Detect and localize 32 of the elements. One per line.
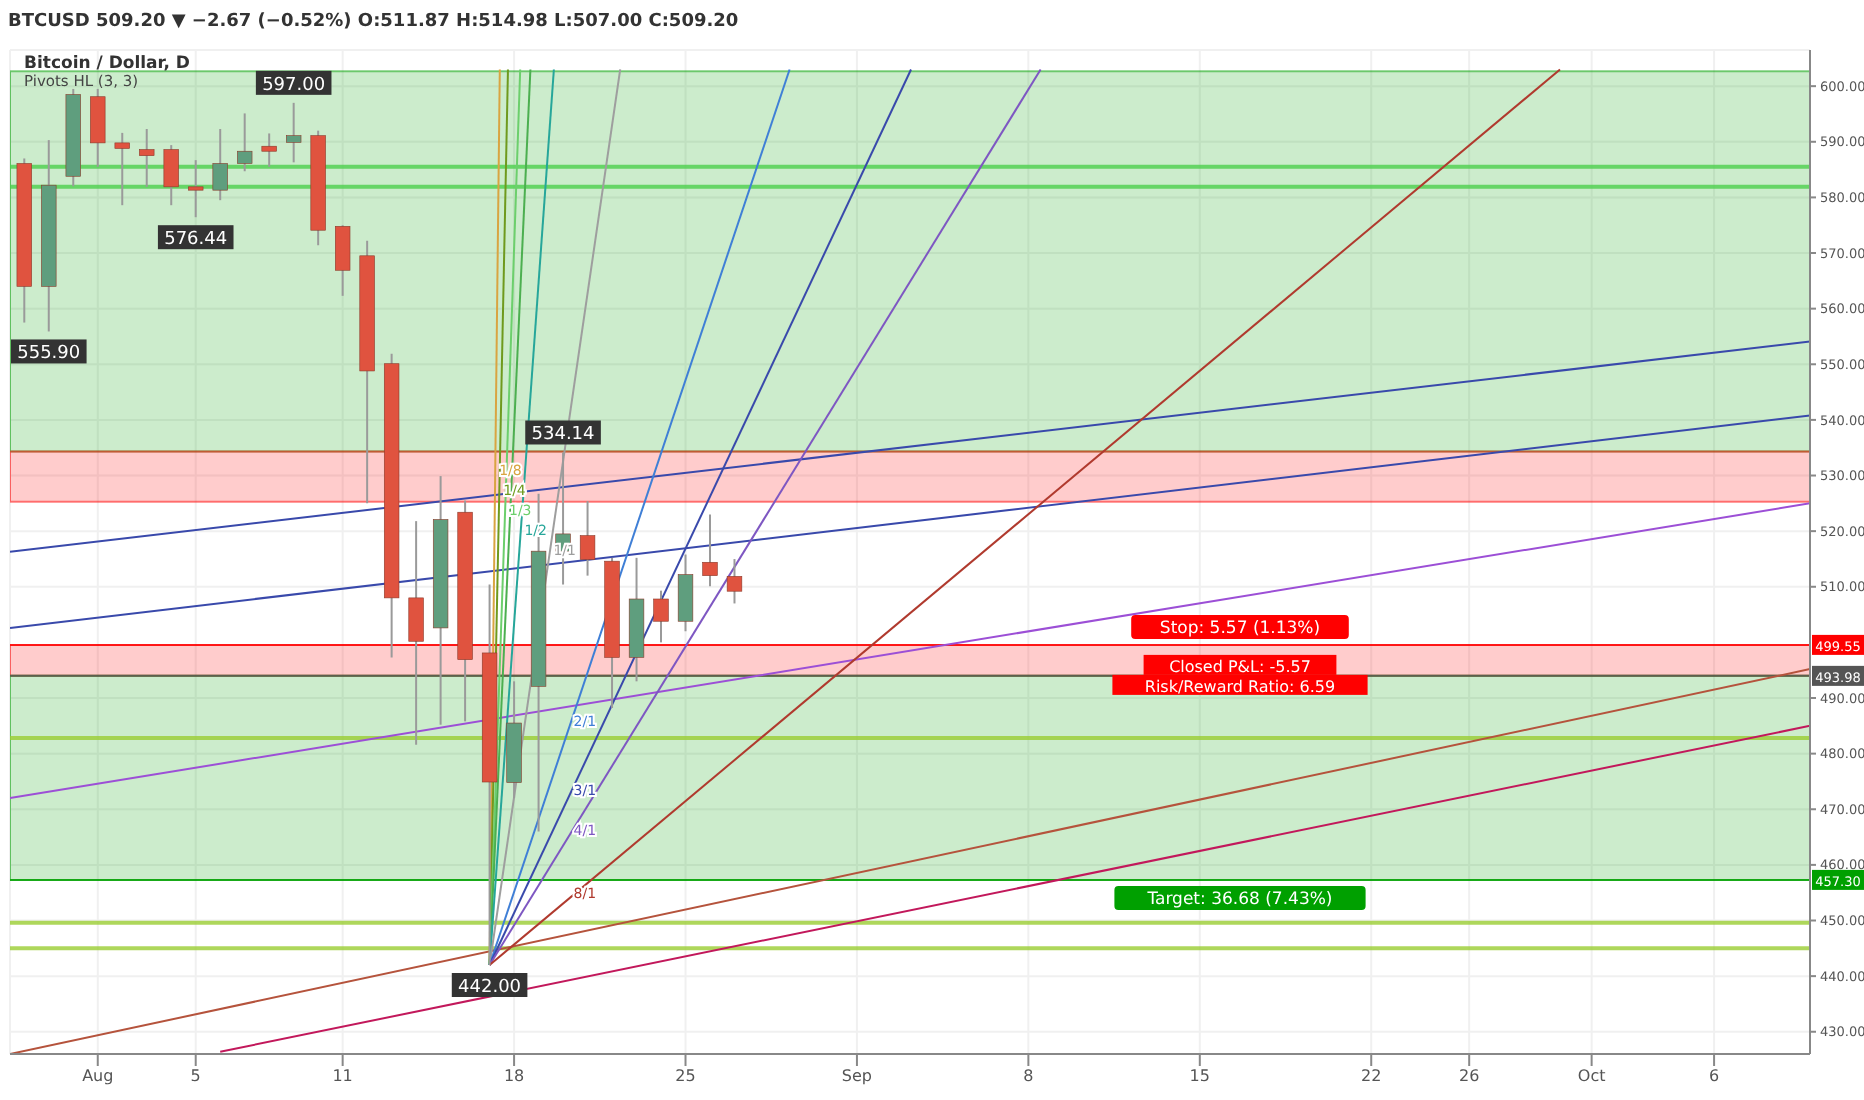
price-tag: 442.00 <box>451 973 528 998</box>
label-box: Target: 36.68 (7.43%) <box>1114 885 1366 910</box>
annotation: 534.14 <box>531 425 596 446</box>
x-tick-label: 8 <box>1023 1067 1034 1086</box>
annotation: 576.44 <box>164 230 228 251</box>
x-tick-label: Aug <box>82 1067 114 1086</box>
x-tick-label: 18 <box>503 1067 525 1086</box>
annotation: 442.00 <box>458 978 522 998</box>
band-label: Target: 36.68 (7.43%) <box>1145 889 1333 910</box>
chart-title: Bitcoin / Dollar, D <box>24 54 190 74</box>
label-box: Closed P&L: -5.57 <box>1143 654 1337 676</box>
price-tag: 576.44 <box>157 225 234 251</box>
label-box: Risk/Reward Ratio: 6.59 <box>1112 674 1368 696</box>
price-tag: 534.14 <box>525 420 601 446</box>
text: BTCUSD 509.20 ▼ −2.67 (−0.52%) O:511.87 H:514.98 L:507.00 C:509.20 <box>8 12 739 32</box>
annotation: 597.00 <box>262 75 326 96</box>
x-tick-label: 25 <box>675 1067 696 1086</box>
annotation: Risk/Reward Ratio: 6.59 <box>1144 677 1336 696</box>
price-tag: 555.90 <box>11 339 87 365</box>
annotation: 555.90 <box>17 344 81 365</box>
annotation: Closed P&L: -5.57 <box>1169 657 1311 676</box>
band-label: Stop: 5.57 (1.13%) <box>1159 618 1321 639</box>
x-tick-label: 11 <box>332 1067 353 1086</box>
x-tick-label: 5 <box>190 1067 201 1086</box>
x-tick-label: Oct <box>1577 1067 1606 1086</box>
x-tick-label: 26 <box>1459 1067 1480 1086</box>
x-tick-label: 6 <box>1708 1067 1720 1086</box>
label-box: Stop: 5.57 (1.13%) <box>1131 614 1349 639</box>
x-tick-label: Sep <box>841 1067 873 1086</box>
price-tag: 597.00 <box>255 70 332 96</box>
x-tick-label: 22 <box>1361 1067 1382 1086</box>
x-tick-label: 15 <box>1189 1067 1210 1086</box>
